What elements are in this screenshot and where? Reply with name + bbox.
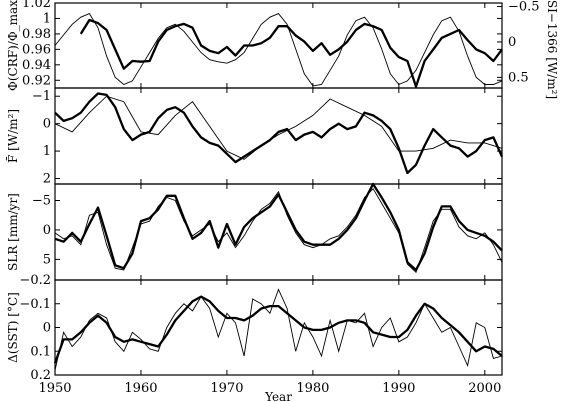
xtick-label: 1980 <box>296 381 329 396</box>
xtick-label: 2000 <box>468 381 501 396</box>
ytick-label-crf: 1 <box>43 11 51 26</box>
panel-frame-forcing <box>54 87 503 185</box>
xtick-label: 1960 <box>124 381 157 396</box>
ytick-label-forcing: 1 <box>43 144 51 159</box>
ytick-label-slr: 5 <box>43 252 51 267</box>
series-line-forcing-thick <box>54 92 504 175</box>
ytick-label-sst: 0.2 <box>30 368 51 383</box>
series-line-crf-thin <box>54 13 503 87</box>
ytick-label-sst: −0.1 <box>19 297 51 312</box>
y2label-crf: TSI−1366 [W/m²] <box>545 0 559 99</box>
ytick-label-forcing: 0 <box>43 117 51 132</box>
series-line-sst-thick <box>53 295 503 364</box>
ytick-label-forcing: 2 <box>43 172 51 187</box>
y2tick-label-crf: 0 <box>508 35 516 50</box>
ytick-label-crf: 1.02 <box>22 0 51 11</box>
xtick-label: 1990 <box>382 381 415 396</box>
series-line-slr-thick <box>54 182 503 272</box>
y2tick-label-crf: −0.5 <box>508 0 540 15</box>
ytick-label-sst: 0.1 <box>30 344 51 359</box>
panel-frame-sst <box>54 279 503 376</box>
xtick-label: 1950 <box>38 381 71 396</box>
ytick-label-forcing: −1 <box>32 89 51 104</box>
series-line-crf-thick <box>79 18 503 88</box>
ylabel-forcing: F̄ [W/m²] <box>5 109 20 163</box>
ylabel-sst: Δ(SST) [°C] <box>6 292 20 363</box>
ytick-label-slr: −5 <box>32 193 51 208</box>
panel-frame-slr <box>54 183 503 281</box>
ytick-label-slr: 0 <box>43 223 51 238</box>
ytick-label-crf: 0.92 <box>22 73 51 88</box>
y2tick-label-crf: 0.5 <box>508 70 529 85</box>
ytick-label-crf: 0.94 <box>22 58 51 73</box>
ytick-label-sst: −0.2 <box>19 273 51 288</box>
ylabel-slr: SLR [mm/yr] <box>6 193 20 271</box>
xlabel: Year <box>264 390 292 402</box>
series-line-sst-thin <box>54 288 503 371</box>
series-line-forcing-thin <box>54 95 503 160</box>
ytick-label-crf: 0.96 <box>22 42 51 57</box>
ylabel-crf: Φ(CRF)/Φ_max <box>6 0 20 91</box>
ytick-label-crf: 0.98 <box>22 27 51 42</box>
xtick-label: 1970 <box>210 381 243 396</box>
series-line-slr-thin <box>54 187 503 274</box>
ytick-label-sst: 0 <box>43 321 51 336</box>
